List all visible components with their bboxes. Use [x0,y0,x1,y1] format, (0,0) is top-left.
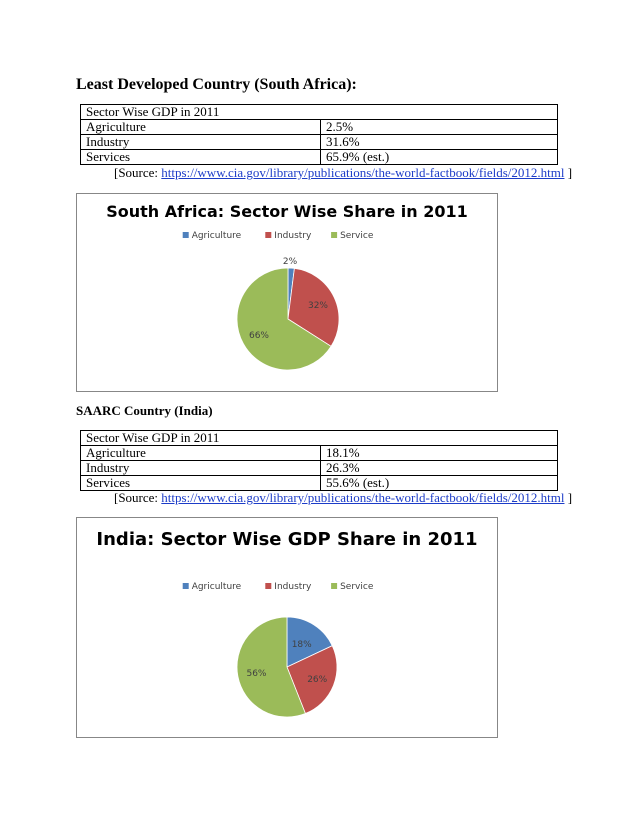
legend-swatch-industry [265,583,272,589]
value-cell: 65.9% (est.) [320,149,558,165]
table-row: Industry 26.3% [80,460,558,476]
table-row: Agriculture 18.1% [80,445,558,461]
value-cell: 26.3% [320,460,558,476]
legend-swatch-industry [265,232,272,238]
pie-slice-service [236,616,306,718]
source-citation: [Source: https://www.cia.gov/library/pub… [114,490,572,506]
pie-chart-svg: South Africa: Sector Wise Share in 2011 A… [106,202,468,371]
data-label: 32% [308,301,328,311]
table-row: Services 55.6% (est.) [80,475,558,491]
source-suffix: ] [564,490,573,505]
legend-label-industry: Industry [274,582,312,592]
data-label: 26% [307,675,327,685]
data-label: 66% [249,331,269,341]
legend-label-service: Service [340,582,374,592]
legend-swatch-service [331,583,338,589]
chart-south-africa: South Africa: Sector Wise Share in 2011 A… [76,193,498,392]
data-label: 18% [292,640,312,650]
legend-label-agriculture: Agriculture [192,582,242,592]
pie-slice-agriculture [286,616,333,668]
table-header-row: Sector Wise GDP in 2011 [80,430,558,446]
source-prefix: [Source: [114,165,162,180]
value-cell: 18.1% [320,445,558,461]
source-suffix: ] [564,165,573,180]
gdp-table-south-africa: Sector Wise GDP in 2011 Agriculture 2.5% … [80,104,558,165]
legend-label-industry: Industry [274,231,312,241]
sector-cell: Services [80,149,321,165]
legend-label-service: Service [340,231,374,241]
table-header: Sector Wise GDP in 2011 [80,430,558,446]
source-prefix: [Source: [114,490,162,505]
sector-cell: Agriculture [80,119,321,135]
section-heading-south-africa: Least Developed Country (South Africa): [76,76,357,93]
pie-chart-svg: India: Sector Wise GDP Share in 2011 Agri… [96,529,478,718]
value-cell: 2.5% [320,119,558,135]
legend-swatch-agriculture [182,232,189,238]
table-header: Sector Wise GDP in 2011 [80,104,558,120]
gdp-table-india: Sector Wise GDP in 2011 Agriculture 18.1%… [80,430,558,491]
source-link[interactable]: https://www.cia.gov/library/publications… [161,165,565,180]
legend-label-agriculture: Agriculture [192,231,242,241]
source-link[interactable]: https://www.cia.gov/library/publications… [161,490,565,505]
table-row: Industry 31.6% [80,134,558,150]
data-label: 2% [283,257,298,267]
sector-cell: Services [80,475,321,491]
table-header-row: Sector Wise GDP in 2011 [80,104,558,120]
sector-cell: Agriculture [80,445,321,461]
value-cell: 31.6% [320,134,558,150]
pie-slice-industry [286,645,338,715]
pie-slice-service [236,267,332,371]
data-label: 56% [246,669,266,679]
value-cell: 55.6% (est.) [320,475,558,491]
sector-cell: Industry [80,134,321,150]
table-row: Agriculture 2.5% [80,119,558,135]
chart-title: India: Sector Wise GDP Share in 2011 [96,529,477,550]
sector-cell: Industry [80,460,321,476]
legend-swatch-agriculture [182,583,189,589]
section-heading-india: SAARC Country (India) [76,403,213,418]
legend-swatch-service [331,232,338,238]
chart-india: India: Sector Wise GDP Share in 2011 Agri… [76,517,498,738]
chart-title: South Africa: Sector Wise Share in 2011 [106,202,468,221]
source-citation: [Source: https://www.cia.gov/library/pub… [114,165,572,181]
table-row: Services 65.9% (est.) [80,149,558,165]
